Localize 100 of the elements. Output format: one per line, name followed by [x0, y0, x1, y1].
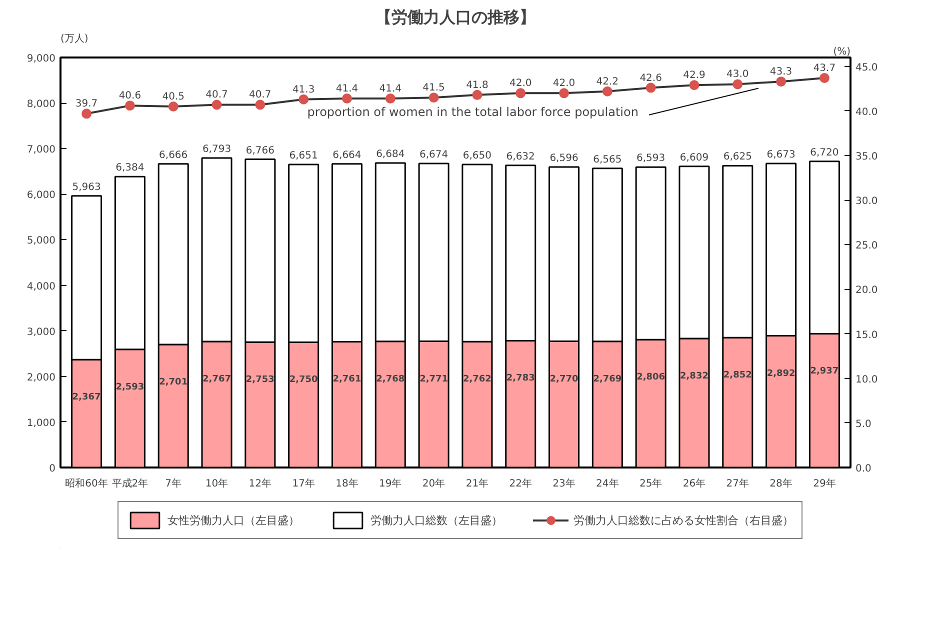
data-label: 2,937	[810, 366, 839, 377]
x-tick-label: 24年	[596, 478, 619, 490]
y2-tick-label: 40.0	[856, 106, 878, 118]
y2-tick-label: 30.0	[856, 196, 878, 208]
chart-title: 【労働力人口の推移】	[376, 8, 536, 26]
y2-axis-title: (%)	[833, 46, 851, 58]
data-label: 2,832	[680, 371, 708, 382]
data-label: 2,367	[72, 392, 101, 403]
data-label: 42.2	[596, 76, 619, 88]
data-label: 41.8	[466, 80, 488, 91]
total-label: 6,565	[593, 154, 622, 166]
data-label: 41.3	[292, 84, 315, 96]
point	[776, 76, 786, 87]
data-label: 2,783	[506, 374, 535, 384]
point	[342, 94, 352, 104]
y-tick-label: 6,000	[26, 190, 56, 202]
point	[472, 90, 482, 100]
data-label: 2,770	[550, 374, 578, 384]
y2-tick-label: 10.0	[856, 374, 878, 386]
data-label: 42.0	[509, 78, 532, 90]
data-label: 40.5	[162, 92, 184, 103]
x-tick-label: 21年	[466, 478, 489, 490]
x-tick-label: 26年	[682, 478, 706, 490]
data-label: 42.0	[552, 78, 576, 90]
total-label: 6,720	[810, 147, 839, 158]
total-label: 6,793	[202, 144, 232, 156]
data-label: 43.0	[726, 69, 749, 80]
total-label: 6,609	[680, 152, 709, 164]
point	[82, 108, 92, 119]
legend-label: 労働力人口総数（左目盛）	[370, 512, 502, 528]
y2-tick-label: 35.0	[856, 152, 878, 163]
total-label: 6,766	[246, 145, 274, 156]
data-label: 2,767	[202, 374, 231, 384]
y-tick-label: 0	[49, 464, 56, 474]
total-label: 6,684	[376, 149, 405, 160]
total-label: 6,596	[550, 153, 578, 164]
data-label: 2,593	[116, 382, 144, 392]
y-tick-label: 4,000	[26, 281, 56, 292]
point	[124, 100, 135, 111]
total-label: 6,673	[766, 150, 796, 161]
data-label: 40.7	[249, 90, 272, 101]
data-label: 39.7	[75, 98, 98, 110]
x-tick-label: 18年	[336, 478, 358, 490]
y-tick-label: 5,000	[26, 236, 56, 247]
data-label: 2,771	[420, 374, 448, 384]
y2-tick-label: 45.0	[856, 62, 878, 74]
x-tick-label: 25年	[639, 478, 662, 490]
y-tick-label: 9,000	[26, 54, 56, 64]
data-label: 2,701	[159, 377, 188, 388]
point	[646, 82, 656, 93]
data-label: 2,852	[723, 370, 752, 381]
point	[255, 100, 266, 110]
y-tick-label: 1,000	[26, 418, 56, 429]
x-tick-label: 昭和60年	[65, 478, 108, 490]
y2-tick-label: 15.0	[856, 330, 878, 341]
total-label: 6,593	[636, 153, 666, 164]
x-tick-label: 22年	[509, 478, 532, 490]
data-label: 2,769	[593, 374, 622, 384]
data-label: 41.5	[422, 82, 445, 94]
point	[689, 80, 700, 90]
point	[732, 79, 743, 90]
annotation: proportion of women in the total labor force population	[307, 105, 638, 119]
data-label: 41.4	[379, 84, 402, 94]
point	[559, 88, 570, 98]
total-label: 6,632	[506, 151, 535, 162]
y-tick-label: 3,000	[26, 326, 56, 338]
point	[428, 92, 439, 103]
x-tick-label: 23年	[552, 478, 576, 490]
data-label: 2,892	[766, 368, 796, 379]
data-label: 2,806	[636, 372, 666, 383]
data-label: 2,761	[332, 374, 362, 385]
point	[298, 94, 309, 104]
total-label: 6,674	[419, 149, 448, 160]
data-label: 2,768	[376, 374, 405, 384]
y-tick-label: 2,000	[26, 372, 56, 384]
x-tick-label: 19年	[379, 478, 402, 490]
legend-label: 女性労働力人口（左目盛）	[168, 512, 300, 528]
data-label: 42.6	[640, 72, 662, 84]
y2-tick-label: 20.0	[856, 285, 878, 296]
x-tick-label: 平成2年	[112, 478, 148, 490]
y2-tick-label: 25.0	[856, 240, 878, 252]
total-label: 5,963	[72, 182, 101, 193]
x-tick-label: 29年	[813, 478, 836, 490]
data-label: 43.3	[770, 66, 792, 78]
total-label: 6,625	[723, 152, 752, 163]
total-label: 6,666	[159, 150, 188, 161]
point	[602, 86, 612, 96]
point	[212, 100, 222, 110]
total-label: 6,651	[289, 150, 318, 162]
data-label: 2,750	[289, 375, 318, 386]
total-label: 6,384	[116, 162, 144, 174]
x-tick-label: 12年	[248, 478, 272, 490]
total-label: 6,650	[462, 150, 492, 162]
y2-tick-label: 0.0	[856, 464, 872, 474]
x-tick-label: 7年	[165, 478, 182, 490]
data-label: 40.6	[118, 90, 142, 102]
point	[385, 94, 396, 104]
y2-tick-label: 5.0	[856, 418, 872, 430]
data-label: 2,762	[462, 374, 492, 385]
data-label: 40.7	[206, 90, 228, 101]
